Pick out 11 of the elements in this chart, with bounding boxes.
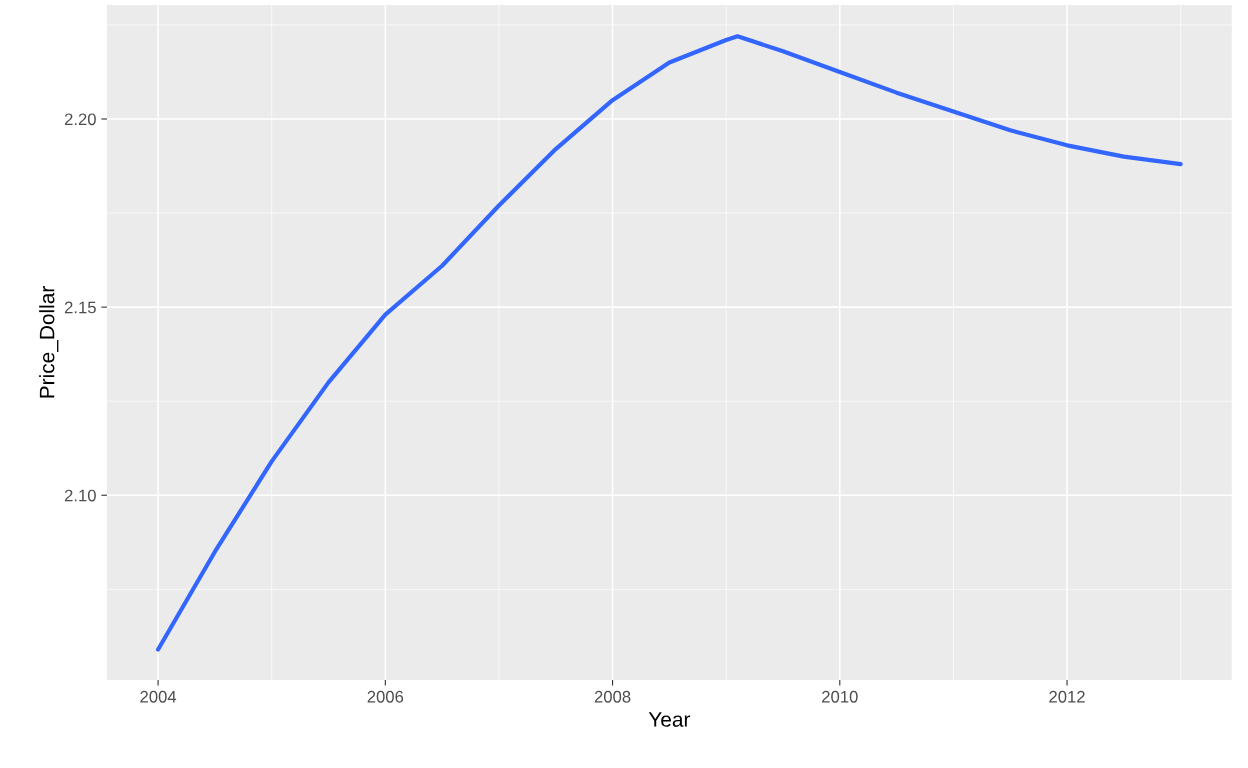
x-tick-label: 2010 [822, 690, 858, 703]
x-tick-label: 2004 [140, 690, 177, 703]
y-tick-label: 2.10 [64, 489, 96, 502]
x-tick-label: 2006 [367, 690, 404, 703]
x-axis-title: Year [648, 712, 691, 727]
x-tick-label: 2008 [594, 690, 631, 703]
y-tick-label: 2.15 [64, 301, 96, 314]
x-tick-label: 2012 [1049, 690, 1085, 703]
y-tick-label: 2.20 [64, 113, 96, 126]
y-axis-title: Price_Dollar [39, 286, 59, 398]
line-series [155, 34, 1183, 652]
